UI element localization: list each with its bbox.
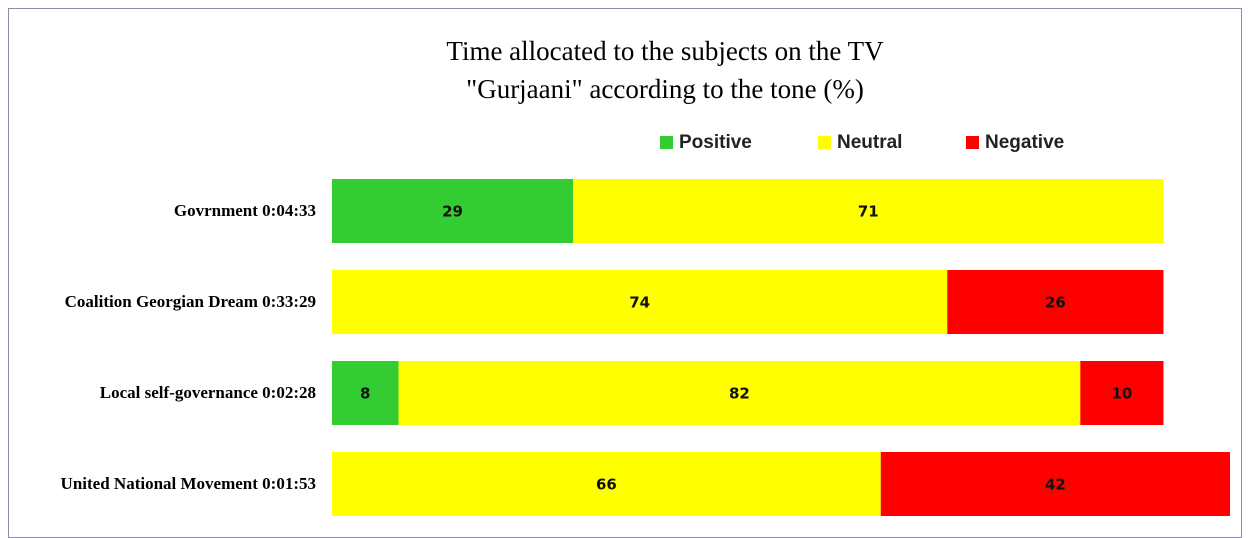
category-text: Coalition Georgian Dream 0:33:29 [64, 292, 316, 311]
category-label: Local self-governance 0:02:28 [16, 381, 316, 405]
bar-segment [947, 270, 1164, 334]
bar-segment [332, 270, 948, 334]
category-label: Coalition Georgian Dream 0:33:29 [16, 290, 316, 314]
legend-label: Positive [679, 132, 752, 153]
bar-segment [1080, 361, 1164, 425]
bar-segment [332, 179, 574, 243]
chart: Positive Neutral Negative 29 71 74 26 8 82 10 66 42 [332, 132, 1230, 516]
data-label: 66 [596, 476, 617, 494]
legend-label: Negative [985, 132, 1064, 153]
data-label: 82 [729, 385, 750, 403]
category-label: Govrnment 0:04:33 [16, 199, 316, 223]
bar-segment [332, 452, 881, 516]
category-text: United National Movement 0:01:53 [60, 474, 316, 493]
data-label: 42 [1045, 476, 1066, 494]
bar-segment [398, 361, 1081, 425]
data-label: 29 [442, 203, 463, 221]
category-text: Local self-governance 0:02:28 [99, 383, 316, 402]
data-label: 8 [360, 385, 370, 403]
category-label: United National Movement 0:01:53 [16, 472, 316, 496]
bar-segment [880, 452, 1230, 516]
bar-segment [573, 179, 1164, 243]
data-label: 71 [858, 203, 879, 221]
legend-swatch [660, 136, 673, 149]
bar-segment [332, 361, 399, 425]
category-text: Govrnment 0:04:33 [173, 201, 316, 220]
data-label: 74 [629, 294, 650, 312]
chart-title: Time allocated to the subjects on the TV… [446, 36, 884, 104]
legend-swatch [818, 136, 831, 149]
legend-label: Neutral [837, 132, 902, 153]
data-label: 10 [1111, 385, 1132, 403]
legend-swatch [966, 136, 979, 149]
page: Time allocated to the subjects on the TV… [8, 8, 1242, 538]
data-label: 26 [1045, 294, 1066, 312]
